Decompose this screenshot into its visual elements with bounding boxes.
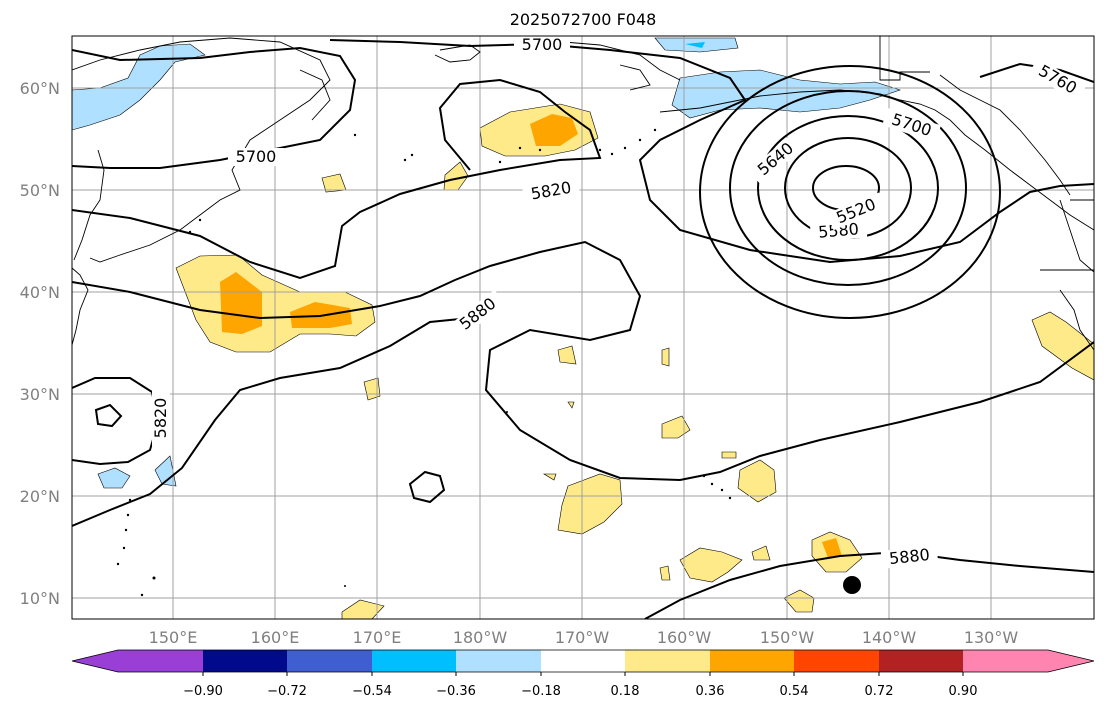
contour-label-5700-north: 5700 — [522, 35, 563, 54]
lon-label-170w: 170°W — [555, 628, 610, 647]
colorbar-swatch — [72, 650, 203, 672]
lon-label-130w: 130°W — [964, 628, 1019, 647]
colorbar-swatch — [541, 650, 625, 672]
map-area: 5700 5700 5820 5880 5700 5640 5580 5520 … — [72, 35, 1094, 619]
storm-center-marker — [843, 576, 861, 594]
lon-label-150w: 150°W — [760, 628, 815, 647]
lat-label-40n: 40°N — [20, 283, 60, 302]
lat-label-50n: 50°N — [20, 181, 60, 200]
colorbar-label: −0.36 — [436, 684, 476, 699]
colorbar: −0.90 −0.72 −0.54 −0.36 −0.18 0.18 0.36 … — [71, 649, 1095, 699]
contour-label-5820-west: 5820 — [151, 398, 170, 439]
map-frame — [71, 35, 1095, 620]
colorbar-label: 0.18 — [611, 684, 640, 699]
contour-label-5700-west: 5700 — [236, 147, 277, 166]
colorbar-swatch — [625, 650, 710, 672]
colorbar-labels: −0.90 −0.72 −0.54 −0.36 −0.18 0.18 0.36 … — [183, 684, 977, 699]
lon-label-180w: 180°W — [453, 628, 508, 647]
colorbar-label: −0.72 — [267, 684, 307, 699]
colorbar-label: −0.90 — [183, 684, 223, 699]
colorbar-label: 0.36 — [696, 684, 725, 699]
colorbar-swatch — [879, 650, 963, 672]
colorbar-swatches — [72, 650, 1094, 672]
colorbar-swatch — [203, 650, 287, 672]
contour-label-5880-south: 5880 — [888, 545, 930, 568]
lon-label-160e: 160°E — [251, 628, 300, 647]
colorbar-swatch — [710, 650, 794, 672]
colorbar-label: 0.54 — [780, 684, 809, 699]
lat-label-30n: 30°N — [20, 385, 60, 404]
map-gridlines — [72, 36, 1094, 619]
contour-label-5580: 5580 — [817, 219, 859, 241]
lon-label-160w: 160°W — [657, 628, 712, 647]
lat-axis-labels: 10°N 20°N 30°N 40°N 50°N 60°N — [20, 79, 60, 608]
colorbar-label: 0.90 — [949, 684, 978, 699]
colorbar-ticks — [202, 672, 964, 676]
colorbar-swatch — [287, 650, 372, 672]
map-title: 2025072700 F048 — [510, 10, 657, 29]
lat-label-60n: 60°N — [20, 79, 60, 98]
lat-label-10n: 10°N — [20, 589, 60, 608]
lon-axis-labels: 150°E 160°E 170°E 180°W 170°W 160°W 150°… — [149, 628, 1019, 647]
lon-label-140w: 140°W — [862, 628, 917, 647]
lon-label-170e: 170°E — [353, 628, 402, 647]
colorbar-swatch — [794, 650, 879, 672]
colorbar-swatch — [372, 650, 456, 672]
colorbar-label: 0.72 — [865, 684, 894, 699]
colorbar-label: −0.18 — [521, 684, 561, 699]
height-contours — [72, 39, 1094, 619]
colorbar-swatch — [963, 650, 1094, 672]
colorbar-label: −0.54 — [352, 684, 392, 699]
lat-label-20n: 20°N — [20, 487, 60, 506]
lon-label-150e: 150°E — [149, 628, 198, 647]
colorbar-swatch — [456, 650, 541, 672]
